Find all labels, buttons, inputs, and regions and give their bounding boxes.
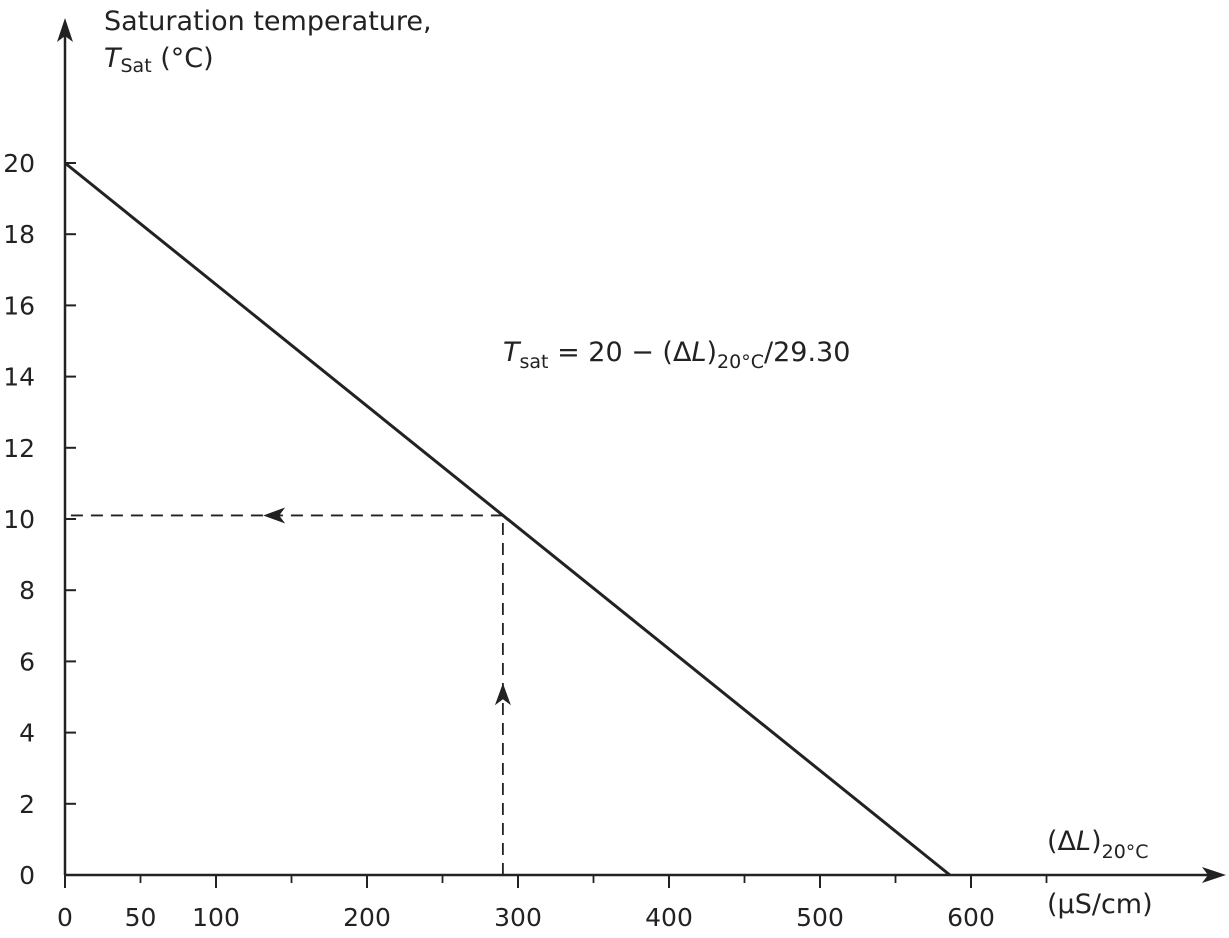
series-line-tsat [64, 161, 951, 877]
x-tick-label-400: 400 [645, 903, 693, 932]
y-tick-label-14: 14 [3, 363, 35, 392]
x-axis-arrowhead [1202, 867, 1226, 883]
x-tick-label-50: 50 [125, 903, 157, 932]
x-ticks [64, 875, 1048, 888]
x-tick-labels: 0 50 100 200 300 400 500 600 [57, 903, 995, 932]
y-tick-label-10: 10 [3, 505, 35, 534]
x-tick-label-300: 300 [494, 903, 542, 932]
y-tick-label-18: 18 [3, 220, 35, 249]
y-tick-label-2: 2 [19, 790, 35, 819]
x-tick-label-100: 100 [192, 903, 240, 932]
y-tick-labels: 0 2 4 6 8 10 12 14 16 18 20 [3, 149, 35, 890]
y-tick-label-12: 12 [3, 434, 35, 463]
y-tick-label-16: 16 [3, 291, 35, 320]
y-tick-label-20: 20 [3, 149, 35, 178]
x-tick-label-0: 0 [57, 903, 73, 932]
y-ticks [65, 162, 76, 876]
y-tick-label-0: 0 [19, 861, 35, 890]
x-tick-label-500: 500 [796, 903, 844, 932]
x-axis-unit: (μS/cm) [1047, 889, 1153, 920]
x-tick-label-600: 600 [947, 903, 995, 932]
y-axis-title-line2: TSat (°C) [104, 43, 214, 77]
y-axis-title-line1: Saturation temperature, [104, 6, 432, 37]
y-tick-label-6: 6 [19, 647, 35, 676]
y-tick-label-8: 8 [19, 576, 35, 605]
y-tick-label-4: 4 [19, 719, 35, 748]
x-tick-label-200: 200 [343, 903, 391, 932]
x-axis-title: (ΔL)20°C [1047, 826, 1149, 863]
arrowhead-left [263, 507, 286, 524]
arrowhead-up [494, 683, 511, 706]
y-axis-arrowhead [57, 18, 73, 42]
equation-annotation: Tsat = 20 − (ΔL)20°C/29.30 [503, 337, 850, 373]
